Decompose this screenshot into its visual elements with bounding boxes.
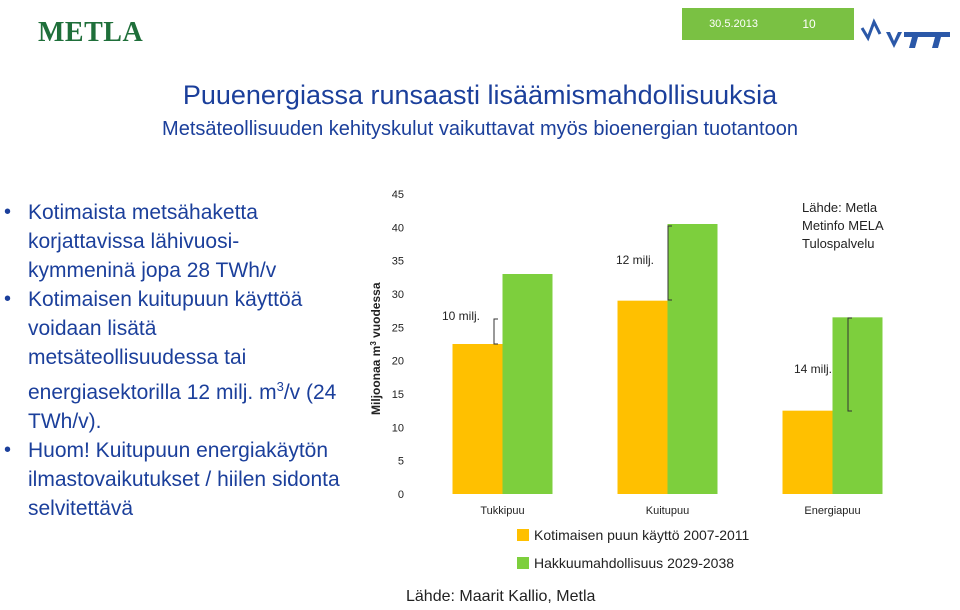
header-bar: METLA 30.5.2013 10 <box>0 0 960 64</box>
y-ticks: 0 5 10 15 20 25 30 35 40 45 <box>392 189 404 501</box>
legend-label-usage: Kotimaisen puun käyttö 2007-2011 <box>534 527 750 543</box>
bullet-dot-icon: • <box>4 439 12 461</box>
bullet-text: Huom! Kuitupuun energiakäytön ilmastovai… <box>28 439 340 520</box>
y-tick-label: 25 <box>392 322 404 334</box>
category-label: Energiapuu <box>804 505 860 517</box>
page-subtitle: Metsäteollisuuden kehityskulut vaikuttav… <box>162 118 798 140</box>
annotation-energiapuu: 14 milj. <box>794 362 832 376</box>
vtt-logo-t2-bar <box>926 32 950 37</box>
annotation-kuitupuu: 12 milj. <box>616 253 654 267</box>
category-label: Kuitupuu <box>646 505 689 517</box>
vtt-logo <box>860 18 950 48</box>
vtt-logo-t1-stem <box>909 37 918 48</box>
bullet-item: • Kotimaisen kuitupuun käyttöä voidaan li… <box>4 285 344 436</box>
y-tick-label: 10 <box>392 422 404 434</box>
bracket-tukkipuu <box>493 318 498 345</box>
category-labels: Tukkipuu Kuitupuu Energiapuu <box>480 505 860 517</box>
y-tick-label: 5 <box>398 456 404 468</box>
y-tick-label: 45 <box>392 189 404 201</box>
bar-tukkipuu-series-0 <box>452 344 503 494</box>
category-label: Tukkipuu <box>480 505 524 517</box>
vtt-logo-wave <box>860 18 882 42</box>
y-axis-label-rest: vuodessa <box>369 282 383 341</box>
vtt-logo-t1-bar <box>904 32 926 37</box>
bar-tukkipuu-series-1 <box>502 274 553 494</box>
y-axis-label-main: Miljoonaa m <box>369 346 383 415</box>
bracket-energiapuu <box>847 317 852 412</box>
bullet-dot-icon: • <box>4 201 12 223</box>
legend-swatch-potential <box>517 557 529 569</box>
date-box: 30.5.2013 <box>682 8 764 40</box>
bullet-dot-icon: • <box>4 288 12 310</box>
chart-source-line1: Lähde: Metla <box>802 200 878 215</box>
bullet-text-after: /v (24 TWh/v). <box>28 381 337 433</box>
date-text: 30.5.2013 <box>709 18 758 30</box>
bar-kuitupuu-series-0 <box>617 300 668 494</box>
y-tick-label: 35 <box>392 256 404 268</box>
page-title: Puuenergiassa runsaasti lisäämismahdolli… <box>182 80 778 110</box>
bullet-text: Kotimaisen kuitupuun käyttöä voidaan lis… <box>28 288 303 404</box>
bullet-sup: 3 <box>276 379 284 394</box>
y-tick-label: 0 <box>398 489 404 501</box>
bar-kuitupuu-series-1 <box>667 224 718 494</box>
bullet-item: • Huom! Kuitupuun energiakäytön ilmastova… <box>4 436 344 523</box>
legend-label-potential: Hakkuumahdollisuus 2029-2038 <box>534 555 734 571</box>
bullet-text: Kotimaista metsähaketta korjattavissa lä… <box>28 201 277 282</box>
y-tick-label: 30 <box>392 289 404 301</box>
y-axis-label: Miljoonaa m3 vuodessa <box>369 282 384 415</box>
y-axis-label-sup: 3 <box>369 341 378 346</box>
annotation-tukkipuu: 10 milj. <box>442 309 480 323</box>
bracket-kuitupuu <box>667 225 672 301</box>
bullet-item: • Kotimaista metsähaketta korjattavissa l… <box>4 198 344 285</box>
metla-logo: METLA <box>38 17 144 48</box>
chart-source-line3: Tulospalvelu <box>802 236 875 251</box>
page-number-box: 10 <box>764 8 854 40</box>
chart-source-line2: Metinfo MELA <box>802 218 884 233</box>
vtt-logo-v <box>886 32 902 48</box>
bars <box>452 224 883 494</box>
y-tick-label: 15 <box>392 389 404 401</box>
bar-chart: Miljoonaa m3 vuodessa 0 5 10 15 20 25 30 35 40 45… <box>369 189 884 571</box>
y-tick-label: 20 <box>392 356 404 368</box>
bullet-list: • Kotimaista metsähaketta korjattavissa l… <box>4 198 344 523</box>
bar-energiapuu-series-1 <box>832 317 883 494</box>
legend-swatch-usage <box>517 529 529 541</box>
y-tick-label: 40 <box>392 222 404 234</box>
page-number: 10 <box>802 17 816 31</box>
vtt-logo-t2-stem <box>932 37 941 48</box>
footer-source: Lähde: Maarit Kallio, Metla <box>406 588 596 605</box>
bar-energiapuu-series-0 <box>782 410 833 494</box>
